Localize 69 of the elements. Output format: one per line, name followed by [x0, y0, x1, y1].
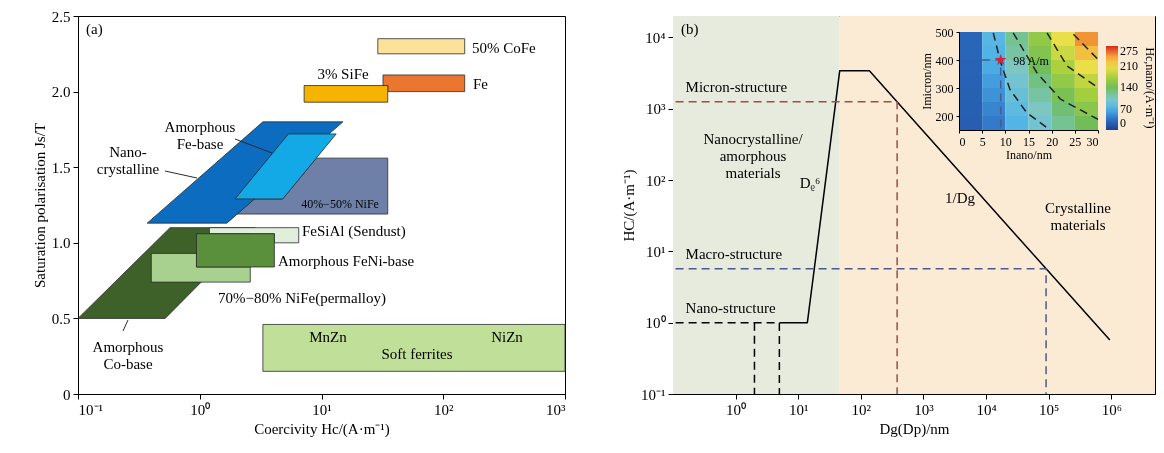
y-tick-label: 200: [935, 109, 954, 124]
y-tick-label: 10⁻¹: [641, 386, 666, 403]
x-tick-label: 20: [1046, 134, 1059, 149]
annotation: 1/Dg: [945, 190, 976, 206]
x-axis-title: Inano/nm: [1006, 147, 1053, 162]
annotation: NiZn: [491, 329, 524, 345]
x-tick-label: 10⁻¹: [78, 401, 103, 418]
x-tick-label: 10⁵: [1039, 401, 1060, 418]
x-tick-label: 10²: [434, 401, 454, 418]
y-tick-label: 0.5: [51, 310, 71, 327]
y-tick-label: 2.0: [51, 84, 71, 101]
x-tick-label: 10⁴: [976, 401, 997, 418]
x-tick-label: 5: [979, 134, 986, 149]
y-tick-label: 1.0: [51, 235, 71, 252]
series-label: Macro-structure: [685, 245, 783, 262]
annotation: Dᵨ⁶: [799, 175, 821, 191]
annotation: (a): [86, 21, 103, 38]
x-tick-label: 10⁶: [1101, 401, 1122, 418]
color-bar-label: 0: [1120, 116, 1126, 130]
x-tick-label: 10¹: [312, 401, 332, 418]
series-label: 50% CoFe: [472, 40, 537, 56]
y-tick-label: 500: [935, 25, 954, 40]
band-label: Crystalline materials: [1045, 200, 1112, 233]
series-label: Soft ferrites: [381, 346, 453, 362]
y-tick-label: 10⁴: [645, 29, 666, 46]
color-bar-label: 140: [1120, 80, 1138, 95]
x-tick-label: 10²: [851, 401, 872, 418]
series-label: Amorphous Co-base: [92, 339, 164, 372]
x-tick-label: 10¹: [788, 401, 809, 418]
y-tick-label: 300: [935, 81, 954, 96]
color-bar-title: Hc,nano/(A·m⁻¹): [1143, 47, 1157, 129]
y-tick-label: 10⁰: [645, 315, 666, 332]
x-axis-title: Coercivity Hc/(A·m⁻¹): [254, 420, 390, 438]
y-axis-title: HC/(A·m⁻¹): [621, 169, 638, 242]
y-tick-label: 10³: [646, 101, 666, 118]
y-tick-label: 0: [63, 386, 71, 403]
x-tick-label: 25: [1069, 134, 1082, 149]
y-axis-title: Imicron/nm: [919, 52, 934, 110]
annotation: MnZn: [309, 329, 348, 345]
y-tick-label: 2.5: [51, 8, 71, 25]
series-label: Nano-structure: [685, 299, 776, 316]
series-label: 70%−80% NiFe(permalloy): [218, 290, 387, 307]
annotation: 98 A/m: [1013, 54, 1050, 68]
series-label: 40%−50% NiFe: [301, 197, 379, 211]
series-label: Micron-structure: [685, 78, 788, 95]
x-tick-label: 15: [1023, 134, 1035, 149]
y-tick-label: 10²: [646, 172, 666, 189]
y-tick-label: 1.5: [51, 159, 71, 176]
y-tick-label: 10¹: [646, 243, 666, 260]
color-bar-label: 210: [1120, 58, 1138, 73]
x-tick-label: 10⁰: [726, 401, 747, 418]
x-tick-label: 10³: [546, 401, 566, 418]
x-axis-title: Dg(Dp)/nm: [879, 420, 950, 438]
x-tick-label: 0: [959, 134, 966, 149]
x-tick-label: 10³: [914, 401, 935, 418]
y-tick-label: 400: [935, 53, 954, 68]
series-label: Fe: [473, 76, 489, 92]
x-tick-label: 10: [999, 134, 1012, 149]
color-bar-label: 275: [1120, 44, 1138, 58]
legend-label: Amorphous Fe-base: [164, 119, 236, 152]
series-label: Amorphous FeNi-base: [278, 253, 415, 269]
series-label: 3% SiFe: [317, 66, 369, 82]
series-label: FeSiAl (Sendust): [302, 223, 406, 240]
annotation: (b): [681, 21, 699, 38]
y-axis-title: Saturation polarisation Js/T: [31, 123, 48, 288]
color-bar-label: 70: [1120, 101, 1132, 116]
x-tick-label: 10⁰: [190, 401, 211, 418]
series-label: Nano- crystalline: [96, 144, 160, 177]
x-tick-label: 30: [1086, 134, 1099, 149]
